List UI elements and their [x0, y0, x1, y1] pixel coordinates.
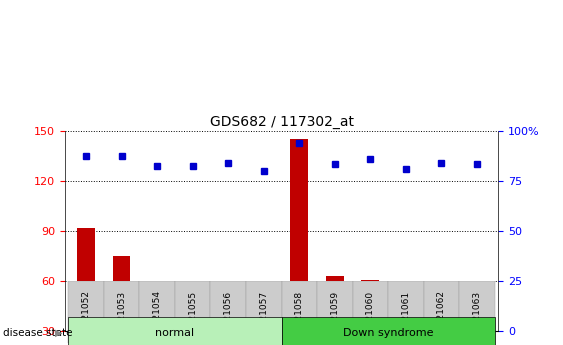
Bar — [317, 281, 352, 343]
Bar — [175, 281, 211, 343]
Bar — [432, 289, 450, 345]
Bar — [220, 296, 237, 345]
Bar — [255, 329, 272, 345]
Bar — [148, 311, 166, 345]
Bar — [361, 279, 379, 345]
Text: GSM21057: GSM21057 — [259, 290, 268, 339]
Bar — [68, 317, 282, 345]
Text: GSM21061: GSM21061 — [401, 290, 410, 339]
Text: normal: normal — [155, 328, 194, 338]
Bar — [282, 281, 317, 343]
Text: GSM21060: GSM21060 — [366, 290, 375, 339]
Text: GSM21054: GSM21054 — [153, 290, 162, 339]
Text: disease state: disease state — [3, 328, 72, 338]
Bar — [459, 281, 495, 343]
Bar — [211, 281, 246, 343]
Bar — [113, 256, 131, 345]
Text: GSM21062: GSM21062 — [437, 290, 446, 339]
Bar — [291, 139, 308, 345]
Text: GSM21059: GSM21059 — [330, 290, 339, 339]
Bar — [468, 318, 486, 345]
Text: GSM21056: GSM21056 — [224, 290, 233, 339]
Bar — [388, 281, 423, 343]
Bar — [352, 281, 388, 343]
Bar — [184, 303, 202, 345]
Text: GSM21052: GSM21052 — [82, 290, 91, 339]
Bar — [140, 281, 175, 343]
Bar — [423, 281, 459, 343]
Text: GSM21055: GSM21055 — [188, 290, 197, 339]
Text: ▶: ▶ — [55, 328, 62, 338]
Bar — [77, 228, 95, 345]
Bar — [246, 281, 282, 343]
Bar — [282, 317, 495, 345]
Bar — [326, 276, 343, 345]
Title: GDS682 / 117302_at: GDS682 / 117302_at — [209, 115, 354, 129]
Text: GSM21063: GSM21063 — [472, 290, 481, 339]
Text: Down syndrome: Down syndrome — [343, 328, 434, 338]
Bar — [104, 281, 140, 343]
Bar — [397, 329, 415, 345]
Bar — [68, 281, 104, 343]
Text: GSM21053: GSM21053 — [117, 290, 126, 339]
Text: GSM21058: GSM21058 — [295, 290, 304, 339]
